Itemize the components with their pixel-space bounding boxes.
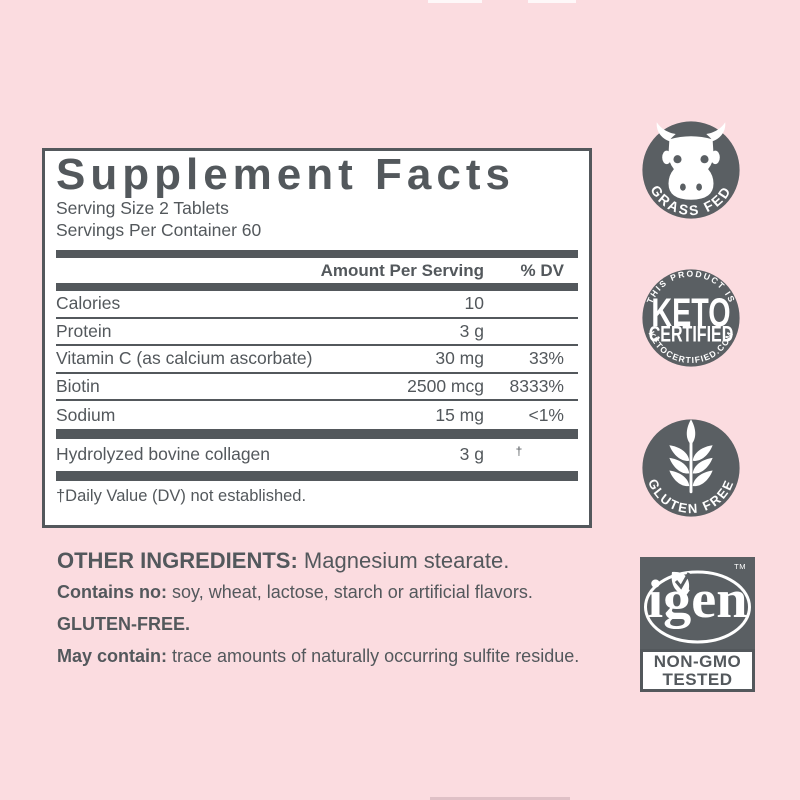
other-info-block: OTHER INGREDIENTS: Magnesium stearate. C… xyxy=(57,549,617,678)
top-edge-artifact xyxy=(428,0,482,3)
gluten-free-line: GLUTEN-FREE. xyxy=(57,614,190,634)
column-dv: % DV xyxy=(520,260,564,280)
table-row: Biotin 2500 mcg 8333% xyxy=(56,374,578,402)
top-edge-artifact xyxy=(528,0,576,3)
panel-title: Supplement Facts xyxy=(56,150,515,199)
divider-thick xyxy=(56,283,578,291)
divider-thick xyxy=(56,470,578,481)
keto-title: KETO xyxy=(651,291,730,335)
contains-no-line: Contains no: soy, wheat, lactose, starch… xyxy=(57,582,533,602)
leaf-check-icon xyxy=(671,571,691,595)
may-contain-line: May contain: trace amounts of naturally … xyxy=(57,646,580,666)
column-amount: Amount Per Serving xyxy=(320,260,484,280)
table-row: Calories 10 xyxy=(56,291,578,319)
wheat-icon xyxy=(666,419,716,494)
divider-thick xyxy=(56,428,578,439)
keto-certified-badge: THIS PRODUCT IS KETO CERTIFIED KETOCERTI… xyxy=(642,269,740,367)
nongmo-line2: TESTED xyxy=(662,670,732,689)
grass-fed-badge: GRASS FED xyxy=(642,121,740,219)
divider-thick xyxy=(56,250,578,258)
serving-size: Serving Size 2 Tablets xyxy=(56,198,229,218)
table-row: Sodium 15 mg <1% xyxy=(56,404,564,425)
servings-per-container: Servings Per Container 60 xyxy=(56,220,262,240)
table-header-row: Amount Per Serving % DV xyxy=(56,258,578,283)
bottom-edge-artifact xyxy=(430,797,570,800)
table-row: Protein 3 g xyxy=(56,319,578,347)
table-row-collagen: Hydrolyzed bovine collagen 3 g † xyxy=(56,444,523,465)
igen-brand: igen xyxy=(648,569,748,629)
other-ingredients-line: OTHER INGREDIENTS: Magnesium stearate. xyxy=(57,548,510,573)
supplement-facts-panel: Supplement Facts Serving Size 2 Tablets … xyxy=(42,148,592,528)
cow-icon xyxy=(656,122,726,200)
dagger: † xyxy=(515,444,523,459)
table-row: Vitamin C (as calcium ascorbate) 30 mg 3… xyxy=(56,346,578,374)
nongmo-line1: NON-GMO xyxy=(654,652,742,671)
keto-subtitle: CERTIFIED xyxy=(649,321,734,346)
igen-nongmo-badge: igen TM NON-GMO TESTED xyxy=(640,557,755,692)
dv-footnote: †Daily Value (DV) not established. xyxy=(56,486,307,505)
trademark-symbol: TM xyxy=(734,562,746,571)
gluten-free-badge: GLUTEN FREE xyxy=(642,419,740,517)
